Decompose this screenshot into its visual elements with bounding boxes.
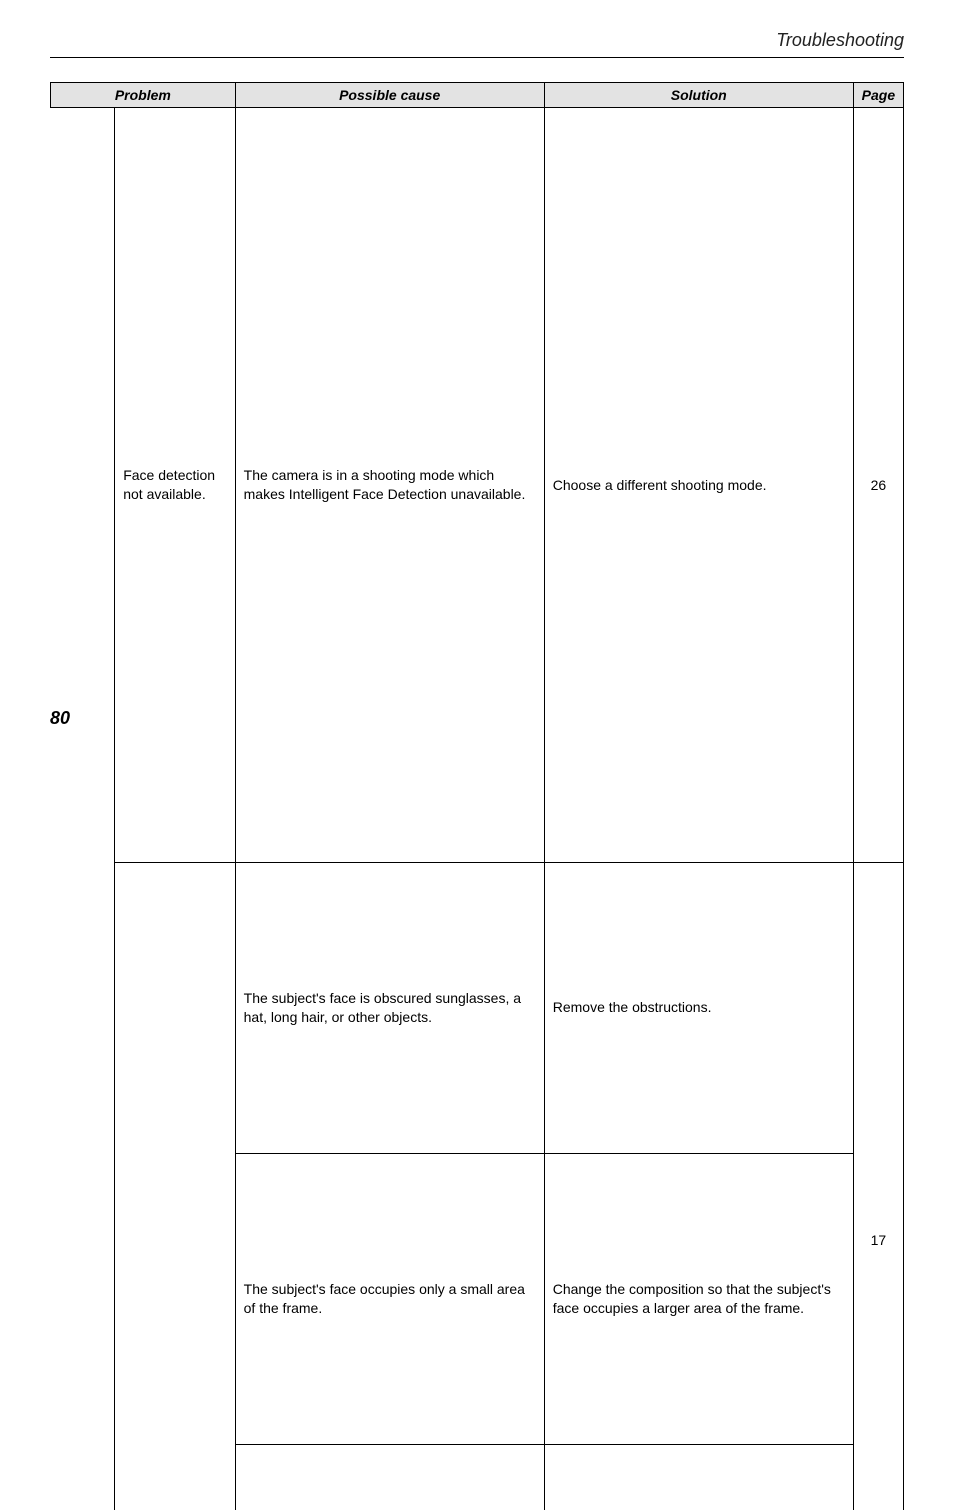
table-body: Intelligent Face DetectionFace detection…	[51, 108, 904, 1510]
solution-cell: Remove the obstructions.	[544, 863, 853, 1154]
table-row: No face is detected.The subject's face i…	[51, 863, 904, 1154]
solution-cell: Change the composition so that the subje…	[544, 1153, 853, 1444]
col-solution: Solution	[544, 83, 853, 108]
table-head: Problem Possible cause Solution Page	[51, 83, 904, 108]
col-page: Page	[853, 83, 903, 108]
header-rule	[50, 57, 904, 58]
solution-cell: Ask the subject to hold their head strai…	[544, 1444, 853, 1510]
header-row: Problem Possible cause Solution Page	[51, 83, 904, 108]
problem-cell: No face is detected.	[115, 863, 235, 1510]
cause-cell: The subject's head is tilted or horizont…	[235, 1444, 544, 1510]
problem-cell: Face detection not available.	[115, 108, 235, 863]
col-cause: Possible cause	[235, 83, 544, 108]
col-problem: Problem	[51, 83, 236, 108]
manual-page: Troubleshooting Problem Possible cause S…	[0, 0, 954, 755]
cause-cell: The subject's face occupies only a small…	[235, 1153, 544, 1444]
running-head: Troubleshooting	[50, 30, 904, 51]
solution-cell: Choose a different shooting mode.	[544, 108, 853, 863]
page-cell: 26	[853, 108, 903, 863]
category-cell: Intelligent Face Detection	[51, 108, 115, 1510]
page-number: 80	[50, 708, 70, 729]
page-cell: 17	[853, 863, 903, 1510]
table-row: Intelligent Face DetectionFace detection…	[51, 108, 904, 863]
cause-cell: The camera is in a shooting mode which m…	[235, 108, 544, 863]
cause-cell: The subject's face is obscured sunglasse…	[235, 863, 544, 1154]
troubleshooting-table: Problem Possible cause Solution Page Int…	[50, 82, 904, 1510]
